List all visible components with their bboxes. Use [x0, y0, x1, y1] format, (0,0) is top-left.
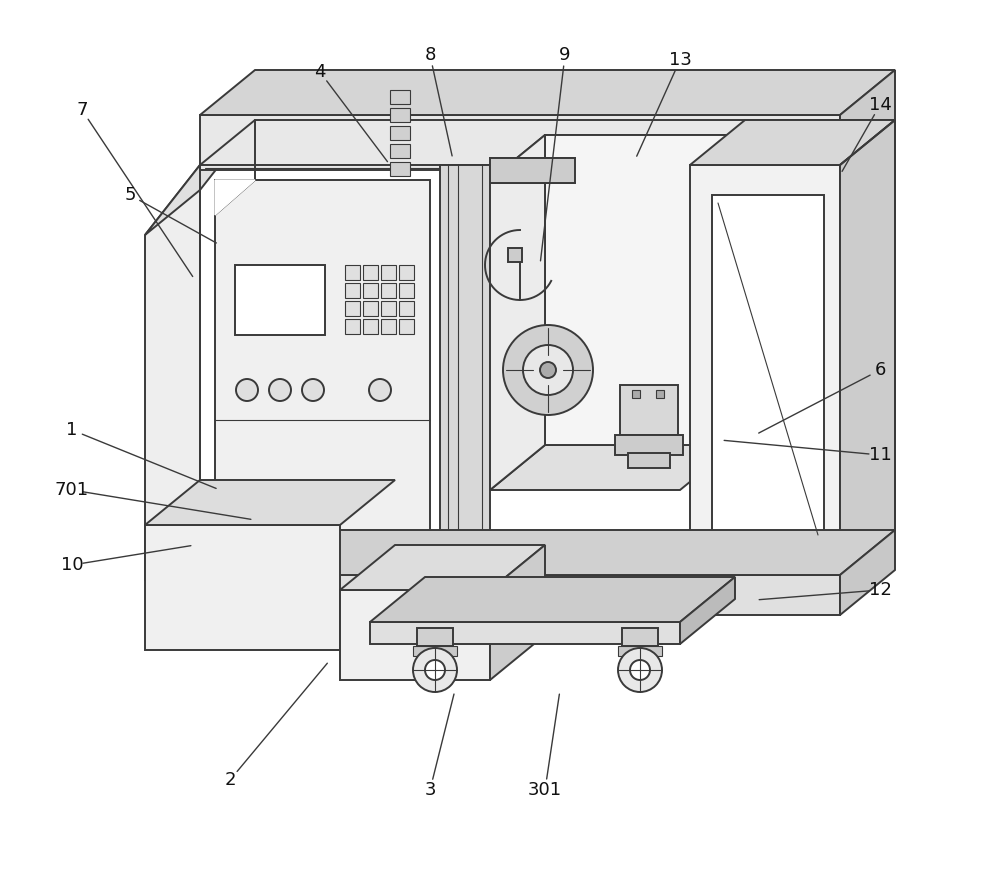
- Text: 6: 6: [874, 361, 886, 379]
- Bar: [690, 165, 840, 575]
- Circle shape: [523, 345, 573, 395]
- Polygon shape: [545, 135, 735, 445]
- Text: 5: 5: [124, 186, 136, 204]
- Polygon shape: [340, 545, 545, 590]
- Polygon shape: [370, 577, 735, 622]
- Bar: [145, 525, 340, 650]
- Text: 10: 10: [61, 556, 83, 574]
- Polygon shape: [200, 165, 840, 575]
- Polygon shape: [490, 135, 735, 180]
- Polygon shape: [840, 120, 895, 575]
- Circle shape: [540, 362, 556, 378]
- Bar: [399, 283, 414, 298]
- Polygon shape: [840, 530, 895, 615]
- Polygon shape: [490, 445, 735, 490]
- Bar: [381, 319, 396, 334]
- Polygon shape: [145, 120, 255, 235]
- Polygon shape: [680, 577, 735, 644]
- Text: 13: 13: [669, 51, 691, 69]
- Bar: [363, 301, 378, 316]
- Bar: [632, 390, 640, 398]
- Bar: [620, 385, 678, 435]
- Bar: [381, 283, 396, 298]
- Circle shape: [302, 379, 324, 401]
- Text: 9: 9: [559, 46, 571, 64]
- Bar: [370, 622, 680, 644]
- Bar: [417, 628, 453, 646]
- Text: 301: 301: [528, 781, 562, 799]
- Bar: [440, 165, 490, 575]
- Text: 1: 1: [66, 421, 78, 439]
- Bar: [399, 301, 414, 316]
- Bar: [345, 283, 360, 298]
- Bar: [363, 265, 378, 280]
- Bar: [345, 265, 360, 280]
- Text: 2: 2: [224, 771, 236, 789]
- Bar: [235, 265, 325, 335]
- Bar: [622, 628, 658, 646]
- Circle shape: [503, 325, 593, 415]
- Bar: [399, 319, 414, 334]
- Bar: [390, 90, 410, 104]
- Bar: [381, 265, 396, 280]
- Bar: [390, 144, 410, 158]
- Bar: [200, 115, 840, 170]
- Bar: [618, 646, 662, 656]
- Text: 3: 3: [424, 781, 436, 799]
- Polygon shape: [215, 180, 255, 215]
- Polygon shape: [200, 120, 895, 165]
- Bar: [200, 575, 840, 615]
- Circle shape: [630, 660, 650, 680]
- Text: 11: 11: [869, 446, 891, 464]
- Text: 8: 8: [424, 46, 436, 64]
- Bar: [363, 319, 378, 334]
- Polygon shape: [145, 480, 395, 525]
- Bar: [345, 301, 360, 316]
- Bar: [413, 646, 457, 656]
- Circle shape: [618, 648, 662, 692]
- Bar: [390, 108, 410, 122]
- Bar: [628, 453, 670, 468]
- Circle shape: [369, 379, 391, 401]
- Text: 14: 14: [869, 96, 891, 114]
- Bar: [390, 162, 410, 176]
- Polygon shape: [145, 165, 200, 580]
- Polygon shape: [200, 70, 895, 115]
- Polygon shape: [200, 530, 895, 575]
- Bar: [712, 195, 824, 535]
- Bar: [490, 158, 575, 183]
- Bar: [508, 248, 522, 262]
- Text: 4: 4: [314, 63, 326, 81]
- Circle shape: [236, 379, 258, 401]
- Text: 7: 7: [76, 101, 88, 119]
- Bar: [381, 301, 396, 316]
- Bar: [615, 435, 683, 455]
- Bar: [215, 180, 430, 555]
- Bar: [399, 265, 414, 280]
- Bar: [390, 126, 410, 140]
- Bar: [340, 590, 490, 680]
- Circle shape: [425, 660, 445, 680]
- Bar: [345, 319, 360, 334]
- Polygon shape: [690, 120, 895, 165]
- Text: 12: 12: [869, 581, 891, 599]
- Polygon shape: [490, 545, 545, 680]
- Circle shape: [269, 379, 291, 401]
- Text: 701: 701: [55, 481, 89, 499]
- Polygon shape: [490, 135, 545, 490]
- Bar: [363, 283, 378, 298]
- Polygon shape: [840, 70, 895, 170]
- Bar: [656, 390, 664, 398]
- Circle shape: [413, 648, 457, 692]
- Polygon shape: [840, 120, 895, 575]
